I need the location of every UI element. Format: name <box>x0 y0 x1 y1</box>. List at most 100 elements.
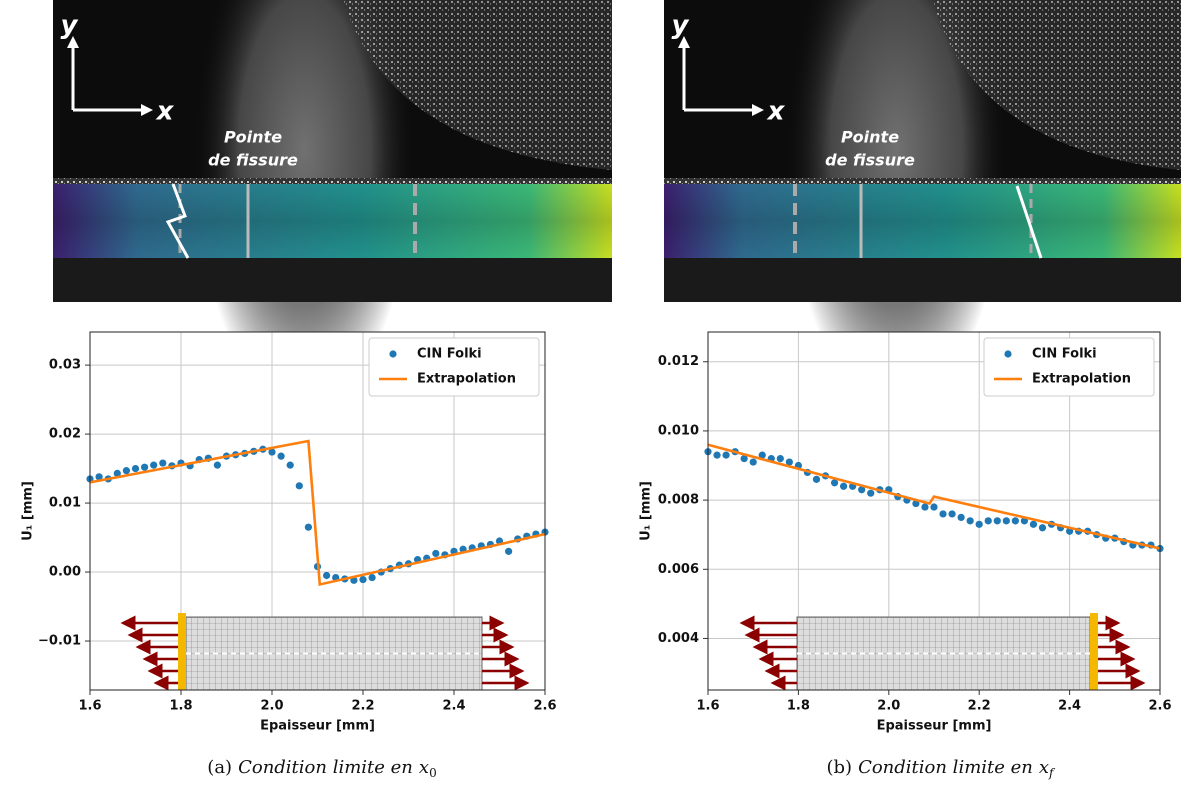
crack-path <box>1015 185 1043 259</box>
x-tick-label: 2.2 <box>351 699 374 714</box>
data-point <box>113 469 121 478</box>
photo-axis-label: y <box>672 11 690 41</box>
legend-box <box>368 337 540 397</box>
crack-tip-label: Pointe <box>841 128 899 147</box>
data-point <box>1029 520 1038 528</box>
crack-path <box>165 183 190 259</box>
arrow-head <box>67 36 153 116</box>
x-tick-label: 1.6 <box>696 699 719 714</box>
y-tick-label: −0.01 <box>38 634 81 649</box>
photo-axis-label: x <box>766 97 786 127</box>
data-point <box>740 454 748 463</box>
caption-sub: f <box>1048 766 1056 780</box>
data-point <box>840 482 848 490</box>
caption-var: x <box>419 757 429 778</box>
mesh-inset <box>120 613 530 691</box>
plot-frame <box>89 331 546 691</box>
data-point <box>830 479 839 487</box>
legend-label: CIN Folki <box>417 347 482 362</box>
data-point <box>812 475 821 483</box>
data-line <box>89 439 546 587</box>
photo-bottom <box>53 258 612 302</box>
y-tick-label: 0.03 <box>49 358 81 373</box>
data-point <box>1038 524 1047 532</box>
data-point <box>150 461 158 469</box>
data-point <box>776 454 784 463</box>
legend-label: Extrapolation <box>1032 372 1131 387</box>
y-axis-label: U₁ [mm] <box>639 481 654 541</box>
legend-marker <box>389 350 397 358</box>
y-tick-label: 0.006 <box>658 562 699 577</box>
caption-sub: 0 <box>429 766 437 780</box>
data-point <box>930 503 938 511</box>
axis-arrow <box>682 45 754 112</box>
data-point <box>131 464 140 473</box>
photo-axis-label: y <box>61 11 79 41</box>
y-tick-label: 0.008 <box>658 493 699 508</box>
data-point <box>1002 517 1010 525</box>
y-tick-label: 0.010 <box>658 423 699 438</box>
x-tick-label: 2.2 <box>968 699 991 714</box>
x-tick-label: 2.6 <box>1148 699 1171 714</box>
data-point <box>359 576 367 584</box>
photo-strip <box>53 178 612 184</box>
photo-axis-label: x <box>155 97 175 127</box>
caption-label: (a) <box>207 757 232 778</box>
crack-tip-label: Pointe <box>224 128 282 147</box>
x-tick-label: 2.4 <box>1058 699 1081 714</box>
legend-marker <box>1004 350 1012 358</box>
data-point <box>921 503 929 511</box>
data-point <box>975 520 983 528</box>
caption-text: Condition limite en <box>238 757 413 778</box>
boundary-bar <box>178 613 186 690</box>
x-tick-label: 2.0 <box>260 699 283 714</box>
arrow-head <box>678 36 764 116</box>
data-point <box>286 461 294 469</box>
caption-label: (b) <box>826 757 852 778</box>
data-point <box>505 547 513 555</box>
x-tick-label: 1.6 <box>78 699 101 714</box>
data-point <box>323 571 331 580</box>
crack-tip-label: de fissure <box>825 151 915 170</box>
data-point <box>948 510 956 518</box>
x-tick-label: 2.4 <box>442 699 465 714</box>
data-point <box>277 452 285 460</box>
data-point <box>966 517 974 525</box>
caption-var: x <box>1039 757 1049 778</box>
x-tick-label: 1.8 <box>787 699 810 714</box>
legend-box <box>983 337 1155 397</box>
data-point <box>749 458 757 466</box>
x-tick-label: 2.6 <box>533 699 556 714</box>
photo-speckle <box>932 0 1181 170</box>
field-shade <box>664 184 1181 258</box>
data-point <box>758 451 766 459</box>
data-point <box>295 482 303 490</box>
caption: (a) Condition limite en x0 <box>207 757 436 780</box>
legend-label: CIN Folki <box>1032 347 1097 362</box>
data-point <box>939 510 947 518</box>
photo: y x Pointe de fissure <box>664 0 1181 410</box>
caption-text: Condition limite en <box>858 757 1033 778</box>
data-point <box>1011 517 1019 525</box>
legend-label: Extrapolation <box>417 372 516 387</box>
y-tick-label: 0.004 <box>658 631 699 646</box>
x-tick-label: 1.8 <box>169 699 192 714</box>
caption: (b) Condition limite en xf <box>826 757 1056 780</box>
y-tick-label: 0.00 <box>49 565 81 580</box>
photo-speckle <box>343 0 612 170</box>
data-point <box>713 451 721 459</box>
data-point <box>722 451 730 459</box>
plot-frame <box>707 331 1161 691</box>
data-point <box>122 467 130 475</box>
data-point <box>867 489 875 497</box>
field-shade <box>53 184 612 258</box>
data-point <box>993 517 1001 525</box>
photo: y x Pointe de fissure <box>53 0 612 410</box>
data-point <box>141 463 149 471</box>
axis-arrow <box>71 45 143 112</box>
photo-strip <box>664 178 1181 184</box>
data-point <box>304 523 312 531</box>
mesh-inset <box>739 613 1146 691</box>
x-axis-label: Epaisseur [mm] <box>260 719 375 734</box>
